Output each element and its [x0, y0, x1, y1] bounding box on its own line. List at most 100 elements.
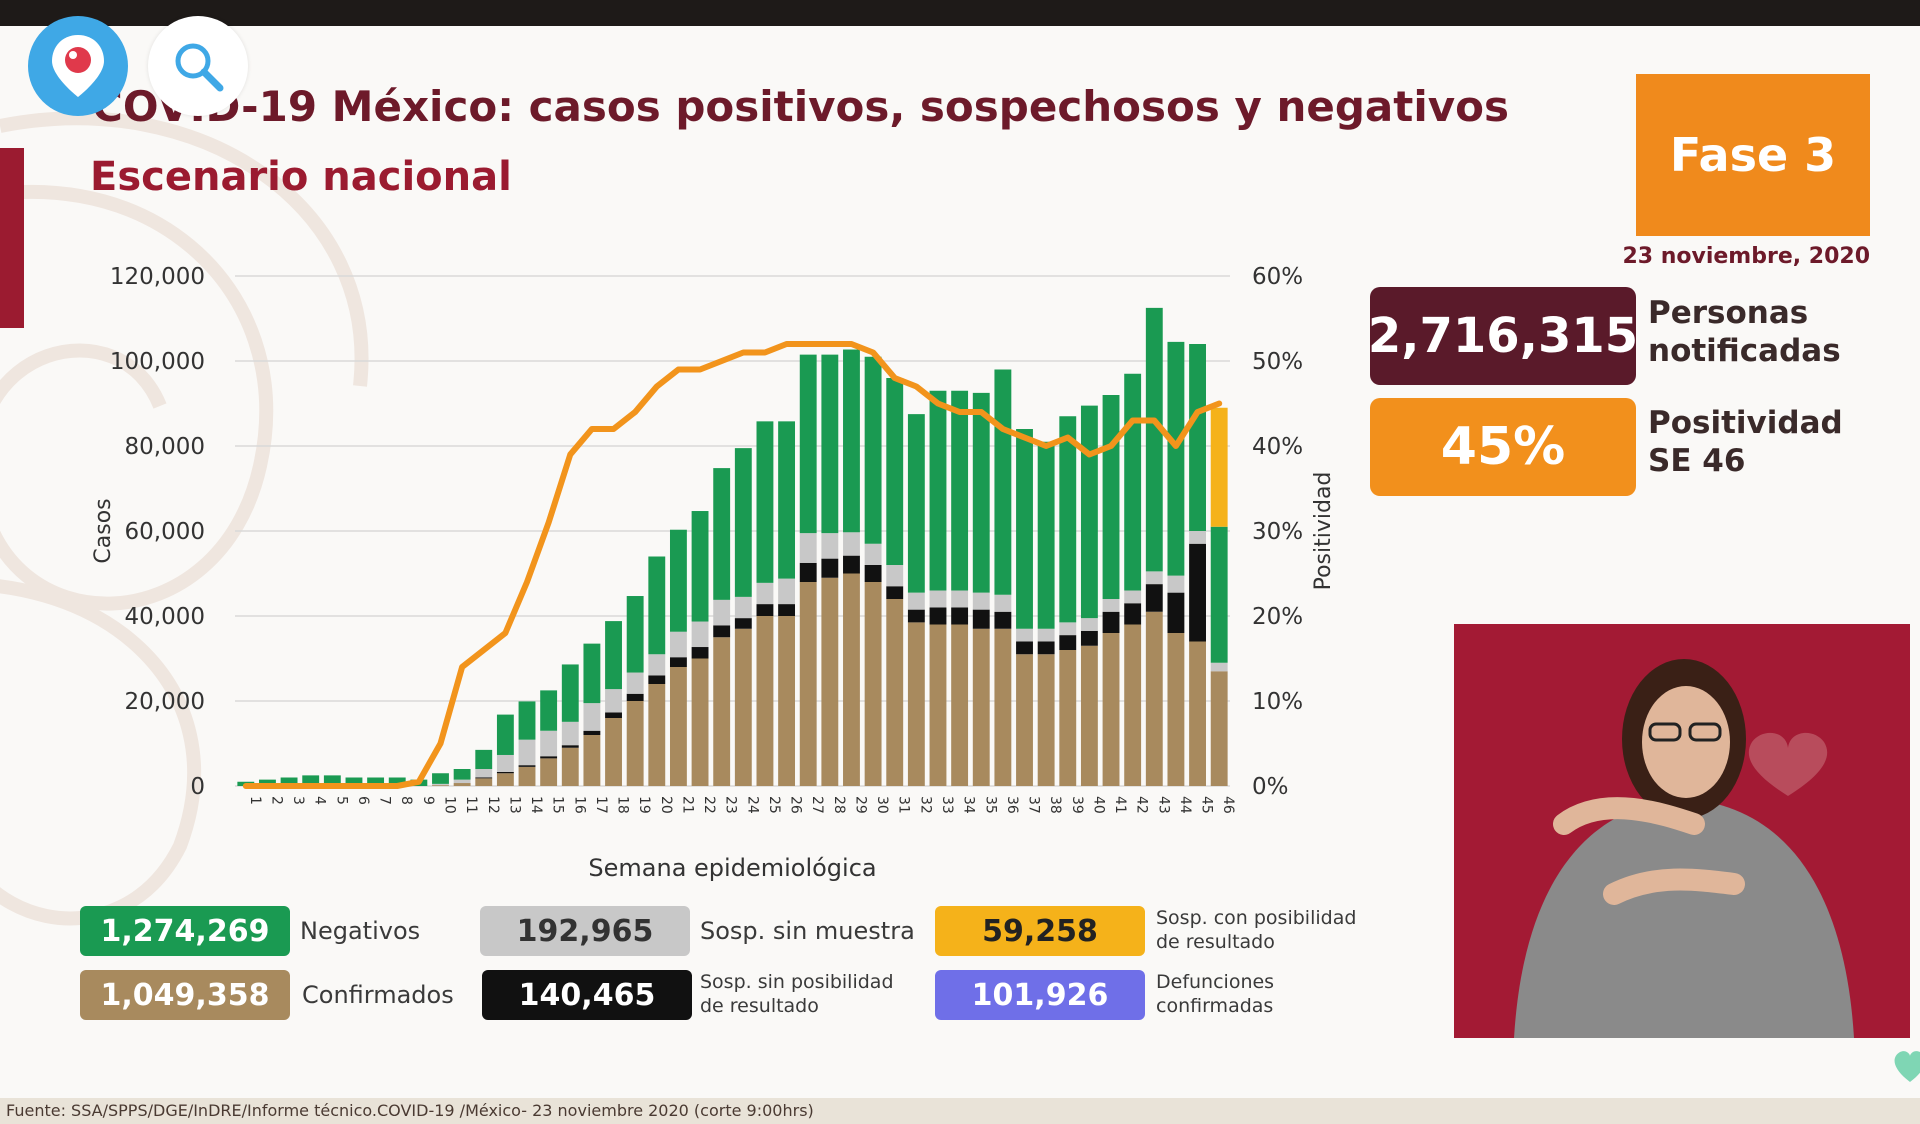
x-tick-label: 10 [441, 796, 457, 814]
x-tick-label: 20 [658, 796, 674, 814]
legend-confirmados-value: 1,049,358 [80, 970, 290, 1020]
x-tick-label: 7 [377, 796, 393, 805]
persons-label-line1: Personas [1648, 295, 1809, 331]
bar-segment [583, 643, 601, 704]
bar-segment [540, 756, 558, 759]
bar-segment [691, 511, 709, 622]
bar-segment [929, 390, 947, 591]
bar-segment [561, 664, 579, 722]
y2-tick-label: 60% [1252, 264, 1303, 290]
phase-badge: Fase 3 [1636, 74, 1870, 236]
bar-segment [1102, 611, 1120, 633]
bar-segment [280, 777, 298, 786]
bar-segment [929, 590, 947, 608]
bar-segment [540, 758, 558, 786]
x-tick-label: 27 [809, 796, 825, 814]
x-tick-label: 13 [506, 796, 522, 814]
bar-segment [518, 766, 536, 786]
bar-segment [1189, 531, 1206, 544]
x-tick-label: 6 [355, 796, 371, 805]
legend-sin-posibilidad-label: Sosp. sin posibilidad de resultado [700, 970, 894, 1018]
bar-segment [843, 532, 860, 556]
legend-sin-muestra-value: 192,965 [480, 906, 690, 956]
bar-segment [972, 392, 990, 593]
bar-segment [1080, 645, 1098, 786]
bar-segment [1059, 416, 1077, 623]
page-subtitle: Escenario nacional [90, 154, 512, 200]
bar-segment [1145, 611, 1163, 786]
bar-segment [583, 730, 601, 735]
x-tick-label: 12 [485, 796, 501, 814]
bar-segment [907, 592, 925, 610]
bar-segment [496, 754, 514, 772]
legend-defunciones-value: 101,926 [935, 970, 1145, 1020]
bar-segment [734, 448, 752, 597]
periscope-button[interactable] [28, 16, 128, 116]
y2-tick-label: 50% [1252, 349, 1303, 375]
sin-posibilidad-line2: de resultado [700, 995, 819, 1017]
x-tick-label: 41 [1112, 796, 1128, 814]
x-axis-label: Semana epidemiológica [588, 854, 876, 882]
bar-segment [843, 555, 860, 574]
bar-segment [756, 421, 774, 583]
x-tick-label: 3 [290, 796, 306, 805]
bar-segment [518, 765, 536, 767]
y-tick-label: 0 [190, 774, 205, 800]
bar-segment [1080, 630, 1098, 646]
bar-segment [1167, 341, 1185, 576]
interpreter-face [1642, 686, 1730, 798]
bar-segment [1124, 603, 1142, 625]
x-tick-label: 5 [333, 796, 349, 805]
bar-segment [648, 684, 666, 786]
bar-segment [388, 777, 406, 786]
bar-segment [756, 582, 774, 605]
y2-axis-label: Positividad [1311, 472, 1336, 591]
bar-segment [518, 739, 536, 766]
bar-segment [972, 592, 990, 610]
persons-notified-value: 2,716,315 [1368, 287, 1638, 385]
bar-segment [648, 654, 666, 676]
x-tick-label: 45 [1199, 796, 1215, 814]
bar-segment [496, 714, 514, 755]
x-tick-label: 35 [982, 796, 998, 814]
y2-tick-label: 40% [1252, 434, 1303, 460]
bar-segment [691, 647, 709, 659]
bar-segment [540, 730, 558, 757]
corner-heart-icon [1894, 1051, 1920, 1082]
bar-segment [886, 599, 904, 786]
bar-segment [951, 590, 969, 608]
x-tick-label: 22 [701, 796, 717, 814]
bar-segment [626, 693, 644, 701]
bar-segment [1059, 635, 1077, 650]
bar-segment [691, 658, 709, 786]
bar-segment [1167, 633, 1185, 786]
bar-segment [540, 690, 558, 731]
search-button[interactable] [148, 16, 248, 116]
bar-segment [1016, 628, 1033, 642]
bar-segment [907, 622, 925, 786]
bar-segment [778, 421, 796, 579]
x-tick-label: 16 [571, 796, 587, 814]
bar-segment [799, 533, 817, 563]
y-tick-label: 20,000 [125, 689, 205, 715]
heart-icon [1748, 732, 1828, 796]
bar-segment [778, 604, 796, 616]
con-posibilidad-line1: Sosp. con posibilidad [1156, 907, 1357, 929]
x-tick-label: 38 [1047, 796, 1063, 814]
x-tick-label: 37 [1026, 796, 1042, 814]
x-tick-label: 21 [679, 796, 695, 814]
bar-segment [1145, 584, 1163, 612]
interpreter-arm-left [1553, 797, 1705, 835]
bar-segment [1080, 405, 1098, 619]
bar-segment [734, 618, 752, 629]
x-tick-label: 9 [420, 796, 436, 805]
interpreter-arm-right [1603, 868, 1745, 905]
bar-segment [886, 378, 904, 565]
bar-segment [1189, 344, 1206, 531]
y2-tick-label: 10% [1252, 689, 1303, 715]
y-tick-label: 40,000 [125, 604, 205, 630]
positivity-line [242, 341, 1223, 789]
bar-segment [951, 607, 969, 625]
bar-segment [626, 701, 644, 786]
bar-segment [821, 533, 839, 559]
